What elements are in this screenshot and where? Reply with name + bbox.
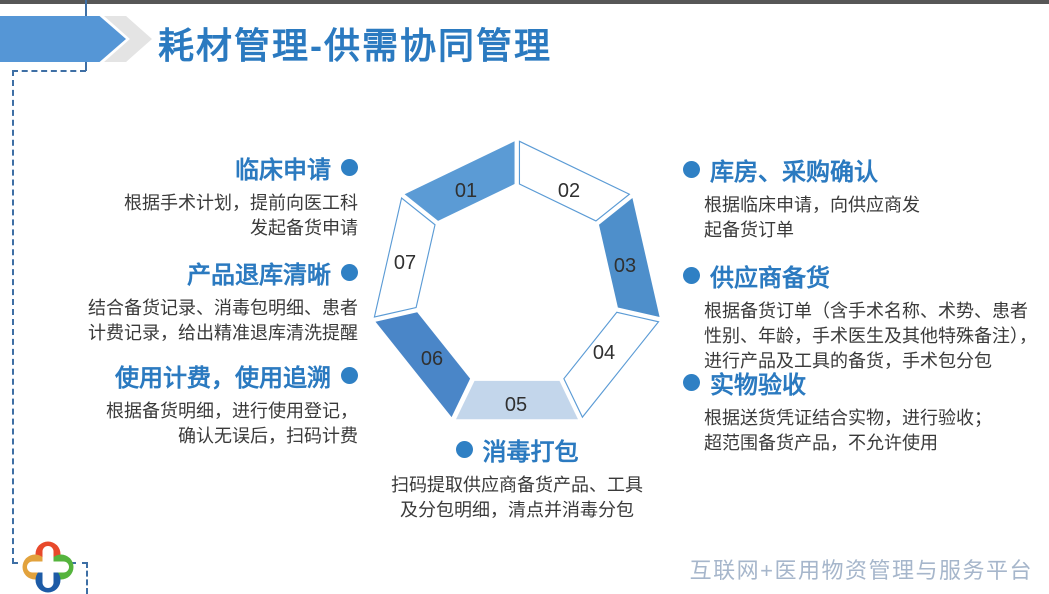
description-line: 计费记录，给出精准退库清洗提醒: [88, 323, 358, 343]
description-line: 进行产品及工具的备货，手术包分包: [704, 351, 992, 371]
segment-number: 02: [558, 180, 580, 202]
step-block-warehouse-confirm: 库房、采购确认 根据临床申请，向供应商发 起备货订单: [683, 152, 1049, 243]
description-line: 根据手术计划，提前向医工科: [124, 193, 358, 213]
description-line: 根据临床申请，向供应商发: [704, 195, 920, 215]
decor-line-vertical-top: [85, 0, 87, 16]
step-block-product-return: 产品退库清晰 结合备货记录、消毒包明细、患者 计费记录，给出精准退库清洗提醒: [28, 255, 358, 346]
step-heading: 消毒打包: [352, 432, 682, 467]
bullet-icon: [341, 159, 358, 176]
segment-number: 06: [421, 348, 443, 370]
step-heading-text: 使用计费，使用追溯: [115, 365, 331, 392]
platform-logo: [22, 541, 74, 593]
step-heading-text: 临床申请: [235, 157, 331, 184]
step-heading: 产品退库清晰: [28, 255, 358, 290]
footer-platform-name: 互联网+医用物资管理与服务平台: [689, 558, 1033, 583]
description-line: 结合备货记录、消毒包明细、患者: [88, 298, 358, 318]
step-heading-text: 实物验收: [710, 372, 806, 399]
description-line: 根据备货订单（含手术名称、术势、患者: [704, 301, 1028, 321]
step-block-sterilize-pack: 消毒打包 扫码提取供应商备货产品、工具 及分包明细，清点并消毒分包: [352, 432, 682, 523]
decor-dashed-line-top: [12, 70, 86, 72]
step-description: 扫码提取供应商备货产品、工具 及分包明细，清点并消毒分包: [352, 473, 682, 523]
heptagon-segment-01: 01: [404, 141, 515, 221]
step-block-clinical-request: 临床申请 根据手术计划，提前向医工科 发起备货申请: [28, 150, 358, 241]
description-line: 超范围备货产品，不允许使用: [704, 433, 938, 453]
step-heading-text: 消毒打包: [482, 439, 579, 466]
segment-number: 05: [505, 394, 527, 416]
description-line: 性别、年龄，手术医生及其他特殊备注），: [704, 326, 1037, 346]
title-arrow-shape: [0, 16, 126, 62]
step-description: 根据手术计划，提前向医工科 发起备货申请: [28, 191, 358, 241]
step-block-usage-billing: 使用计费，使用追溯 根据备货明细，进行使用登记， 确认无误后，扫码计费: [28, 358, 358, 449]
step-heading-text: 产品退库清晰: [187, 262, 331, 289]
step-heading: 库房、采购确认: [683, 152, 1049, 187]
logo-cross-horizontal: [27, 561, 69, 573]
description-line: 扫码提取供应商备货产品、工具: [391, 475, 643, 495]
step-description: 根据备货明细，进行使用登记， 确认无误后，扫码计费: [28, 399, 358, 449]
segment-number: 01: [455, 180, 477, 202]
bullet-icon: [683, 161, 700, 178]
heptagon-segment-02: 02: [518, 140, 631, 222]
segment-number: 04: [593, 342, 615, 364]
bullet-icon: [341, 367, 358, 384]
step-heading-text: 库房、采购确认: [710, 159, 878, 186]
decor-dashed-line-bottom-right: [70, 562, 88, 564]
step-heading: 供应商备货: [683, 258, 1049, 293]
step-description: 根据备货订单（含手术名称、术势、患者 性别、年龄，手术医生及其他特殊备注）， 进…: [704, 299, 1049, 374]
description-line: 及分包明细，清点并消毒分包: [400, 500, 634, 520]
decor-dashed-line-bottom-left: [12, 562, 30, 564]
bullet-icon: [341, 264, 358, 281]
decor-dashed-line-bottom-vertical: [86, 562, 88, 594]
decor-line-vertical-mid: [85, 62, 87, 71]
segment-number: 07: [394, 252, 416, 274]
heptagon-segment-03: 03: [598, 198, 660, 317]
description-line: 起备货订单: [704, 220, 794, 240]
step-heading-text: 供应商备货: [710, 265, 830, 292]
bullet-icon: [683, 374, 700, 391]
bullet-icon: [683, 267, 700, 284]
description-line: 发起备货申请: [250, 218, 358, 238]
bullet-icon: [455, 441, 473, 458]
heptagon-segment-06: 06: [375, 312, 471, 418]
step-heading: 临床申请: [28, 150, 358, 185]
description-line: 确认无误后，扫码计费: [178, 426, 358, 446]
heptagon-segment-05: 05: [456, 380, 578, 420]
segment-number: 03: [614, 255, 636, 277]
step-description: 根据送货凭证结合实物，进行验收； 超范围备货产品，不允许使用: [704, 406, 1049, 456]
description-line: 根据备货明细，进行使用登记，: [106, 401, 358, 421]
page-title: 耗材管理-供需协同管理: [158, 25, 552, 66]
decor-dashed-line-left: [12, 70, 14, 564]
step-heading: 实物验收: [683, 365, 1049, 400]
step-heading: 使用计费，使用追溯: [28, 358, 358, 393]
heptagon-segment-04: 04: [563, 311, 660, 419]
top-bar: [0, 0, 1049, 4]
step-block-physical-acceptance: 实物验收 根据送货凭证结合实物，进行验收； 超范围备货产品，不允许使用: [683, 365, 1049, 456]
step-description: 结合备货记录、消毒包明细、患者 计费记录，给出精准退库清洗提醒: [28, 296, 358, 346]
description-line: 根据送货凭证结合实物，进行验收；: [704, 408, 992, 428]
step-description: 根据临床申请，向供应商发 起备货订单: [704, 193, 1049, 243]
heptagon-segment-07: 07: [373, 197, 436, 318]
step-block-supplier-stocking: 供应商备货 根据备货订单（含手术名称、术势、患者 性别、年龄，手术医生及其他特殊…: [683, 258, 1049, 374]
